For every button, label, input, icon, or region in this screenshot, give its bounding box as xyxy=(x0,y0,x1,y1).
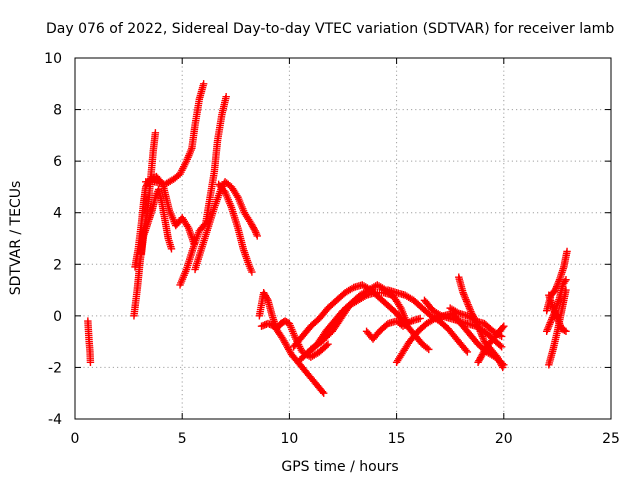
series-track-10 xyxy=(257,319,328,397)
series-track-11 xyxy=(289,281,433,354)
x-tick-label: 5 xyxy=(178,431,187,447)
y-axis-label: SDTVAR / TECUs xyxy=(8,181,24,296)
data-point xyxy=(248,268,256,276)
chart-title: Day 076 of 2022, Sidereal Day-to-day VTE… xyxy=(46,21,614,37)
axis-ticks xyxy=(74,57,612,420)
y-tick-label: 10 xyxy=(44,51,62,67)
x-tick-label: 15 xyxy=(388,431,406,447)
data-point xyxy=(500,322,508,330)
y-tick-label: 0 xyxy=(53,309,62,325)
x-tick-label: 10 xyxy=(280,431,298,447)
data-points xyxy=(84,80,571,397)
series-track-15 xyxy=(392,309,508,369)
data-point xyxy=(563,247,571,256)
data-point xyxy=(463,348,472,356)
data-point xyxy=(562,327,570,336)
series-track-07 xyxy=(191,178,261,274)
series-track-13 xyxy=(307,288,397,354)
data-point xyxy=(151,129,160,137)
series-track-05 xyxy=(142,80,208,189)
x-axis-label: GPS time / hours xyxy=(281,459,398,475)
data-point xyxy=(499,363,507,372)
data-point xyxy=(86,358,95,366)
series-track-06 xyxy=(176,92,230,289)
data-point xyxy=(253,232,261,240)
data-point xyxy=(324,340,332,348)
y-tick-label: 6 xyxy=(53,154,62,170)
data-point xyxy=(425,345,433,354)
y-tick-label: -4 xyxy=(48,412,62,428)
x-tick-label: 25 xyxy=(602,431,620,447)
data-point xyxy=(562,286,570,294)
series-track-22 xyxy=(542,276,570,336)
data-point xyxy=(222,92,230,101)
y-tick-label: -2 xyxy=(48,360,62,376)
y-tick-labels: -4 -2 0 2 4 6 8 10 xyxy=(44,51,62,428)
y-tick-label: 8 xyxy=(53,103,62,119)
series-track-20 xyxy=(474,322,508,366)
data-point xyxy=(320,389,328,397)
series-track-17 xyxy=(420,296,506,351)
series-track-24 xyxy=(545,291,570,336)
plot-frame xyxy=(74,57,612,420)
x-tick-label: 0 xyxy=(71,431,80,447)
series-track-08 xyxy=(214,180,256,276)
data-point xyxy=(167,245,176,253)
data-point xyxy=(199,80,208,88)
data-point xyxy=(416,314,424,323)
y-tick-label: 4 xyxy=(53,206,62,222)
y-tick-label: 2 xyxy=(53,257,62,273)
series-track-01 xyxy=(84,317,95,366)
series-track-16 xyxy=(384,286,472,356)
x-tick-label: 20 xyxy=(495,431,513,447)
data-point xyxy=(562,276,570,284)
data-point xyxy=(499,323,507,332)
data-point xyxy=(497,343,506,351)
data-point xyxy=(497,332,506,341)
series-track-14 xyxy=(362,314,424,343)
x-tick-labels: 0 5 10 15 20 25 xyxy=(71,431,620,447)
